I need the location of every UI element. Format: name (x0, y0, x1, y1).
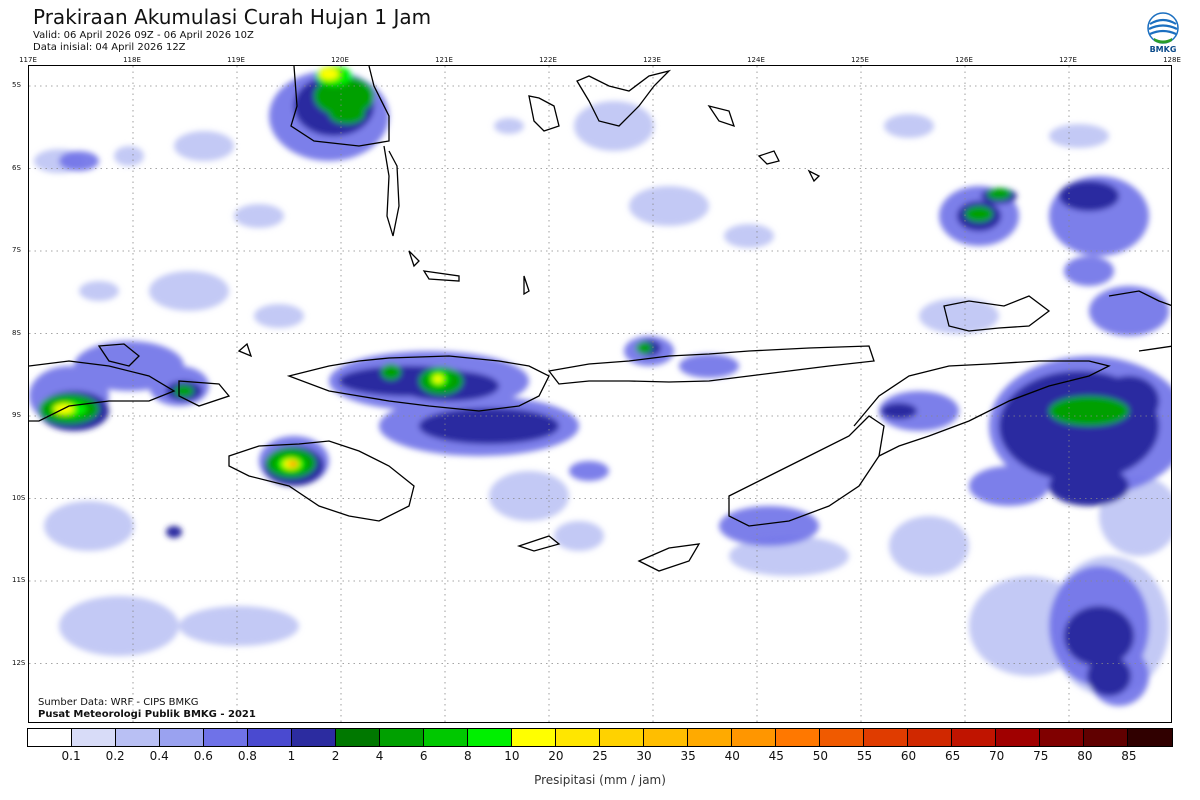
legend-tick-label: 0.6 (193, 749, 213, 763)
lat-label: 10S (12, 493, 26, 502)
legend-swatch (1040, 729, 1084, 746)
lon-label: 126E (955, 56, 973, 64)
publisher: Pusat Meteorologi Publik BMKG - 2021 (38, 709, 256, 720)
lon-label: 123E (643, 56, 661, 64)
legend-unit-label: Presipitasi (mm / jam) (534, 773, 666, 787)
legend-swatch (160, 729, 204, 746)
legend-tick-label: 25 (592, 749, 608, 763)
legend-tick-label: 0.1 (61, 749, 81, 763)
legend-tick-label: 80 (1077, 749, 1093, 763)
legend-swatch (380, 729, 424, 746)
lon-label: 125E (851, 56, 869, 64)
initial-data: Data inisial: 04 April 2026 12Z (33, 42, 186, 53)
legend-swatch (1084, 729, 1128, 746)
legend-tick-label: 10 (504, 749, 520, 763)
lon-label: 122E (539, 56, 557, 64)
lon-label: 124E (747, 56, 765, 64)
map-canvas (29, 66, 1171, 722)
legend-tick-label: 45 (768, 749, 784, 763)
legend-tick-label: 4 (375, 749, 384, 763)
legend-swatch (512, 729, 556, 746)
legend-tick-label: 8 (463, 749, 472, 763)
lon-label: 127E (1059, 56, 1077, 64)
legend-tick-label: 0.4 (149, 749, 169, 763)
lat-label: 11S (12, 576, 26, 584)
legend-tick-label: 75 (1033, 749, 1049, 763)
coastlines (29, 66, 1171, 572)
lat-label: 12S (12, 658, 26, 667)
lat-label: 9S (12, 411, 21, 419)
rain-field (29, 66, 1171, 706)
precipitation-map (28, 65, 1172, 723)
legend-swatch (1128, 729, 1172, 746)
legend-tick-label: 85 (1121, 749, 1137, 763)
legend-tick-label: 40 (724, 749, 740, 763)
legend-swatch (556, 729, 600, 746)
legend-swatch (908, 729, 952, 746)
legend-swatch (732, 729, 776, 746)
legend-swatch (996, 729, 1040, 746)
legend-swatch (336, 729, 380, 746)
precipitation-legend (27, 728, 1173, 747)
legend-tick-label: 60 (900, 749, 917, 763)
lat-label: 5S (12, 81, 21, 89)
legend-swatch (820, 729, 864, 746)
legend-swatch (600, 729, 644, 746)
graticule (29, 66, 1171, 722)
legend-swatch (688, 729, 732, 746)
lon-label: 121E (435, 56, 453, 64)
legend-swatch (248, 729, 292, 746)
legend-swatch (292, 729, 336, 746)
legend-tick-label: 30 (636, 749, 652, 763)
legend-tick-label: 0.2 (105, 749, 125, 763)
legend-tick-label: 55 (856, 749, 873, 763)
lon-label: 119E (227, 56, 245, 64)
legend-swatch (424, 729, 468, 746)
legend-tick-label: 35 (680, 749, 696, 763)
legend-tick-label: 65 (944, 749, 961, 763)
legend-tick-label: 6 (419, 749, 428, 763)
logo-label: BMKG (1149, 45, 1177, 54)
legend-swatch (468, 729, 512, 746)
legend-swatch (116, 729, 160, 746)
legend-tick-label: 20 (548, 749, 564, 763)
legend-swatch (28, 729, 72, 746)
legend-tick-label: 1 (287, 749, 296, 763)
legend-swatch (72, 729, 116, 746)
legend-tick-label: 70 (989, 749, 1005, 763)
lon-label: 128E (1163, 56, 1181, 64)
legend-swatch (204, 729, 248, 746)
legend-swatch (776, 729, 820, 746)
valid-period: Valid: 06 April 2026 09Z - 06 April 2026… (33, 30, 254, 41)
legend-tick-label: 0.8 (237, 749, 257, 763)
lon-label: 118E (123, 56, 141, 64)
lat-label: 7S (12, 246, 21, 254)
lat-label: 6S (12, 163, 21, 172)
lat-label: 8S (12, 328, 21, 337)
legend-tick-label: 2 (331, 749, 340, 763)
map-title: Prakiraan Akumulasi Curah Hujan 1 Jam (33, 5, 432, 29)
lon-label: 117E (19, 56, 37, 64)
legend-tick-label: 50 (812, 749, 829, 763)
bmkg-logo-icon (1147, 12, 1179, 44)
legend-swatch (644, 729, 688, 746)
legend-swatch (864, 729, 908, 746)
lon-label: 120E (331, 56, 349, 64)
data-source: Sumber Data: WRF - CIPS BMKG (38, 697, 199, 708)
legend-swatch (952, 729, 996, 746)
